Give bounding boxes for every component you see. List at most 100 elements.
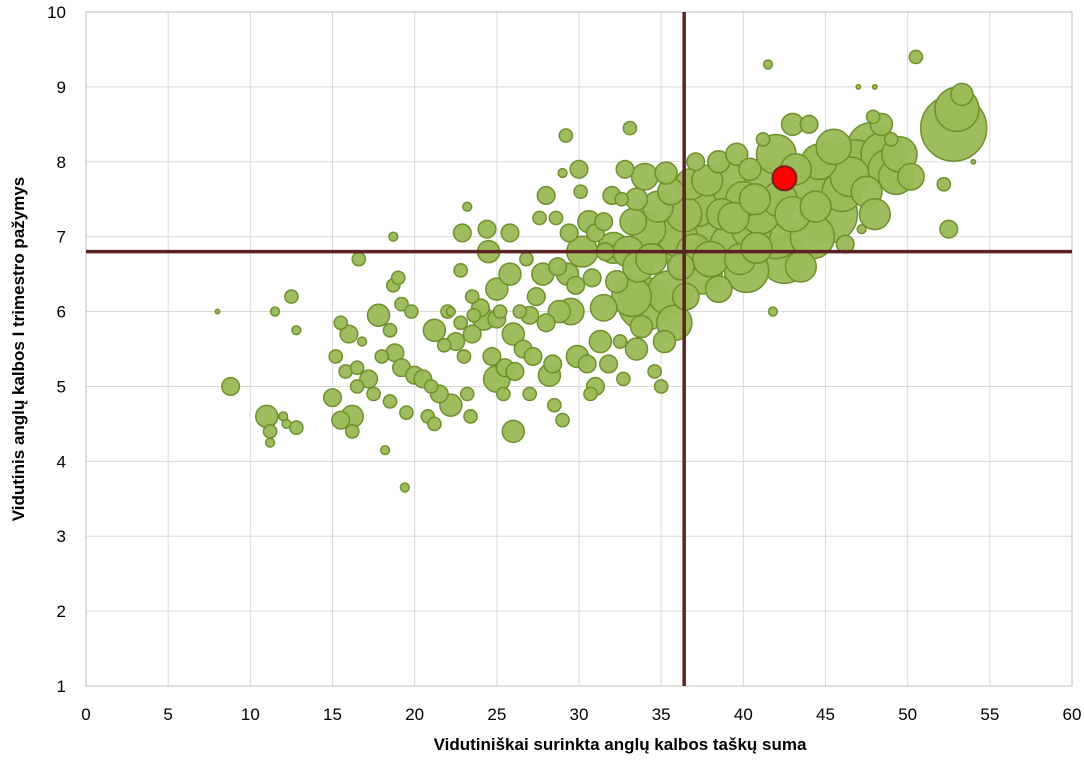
bubble	[374, 349, 390, 364]
bubble	[519, 251, 534, 267]
x-tick-label: 30	[570, 705, 589, 724]
bubble	[501, 322, 526, 346]
bubble	[799, 190, 832, 223]
bubble	[379, 444, 391, 456]
bubble	[382, 394, 398, 409]
y-tick-label: 2	[57, 602, 66, 621]
bubble	[666, 252, 695, 281]
bubble	[577, 354, 597, 374]
bubble	[498, 262, 522, 286]
bubble	[344, 424, 360, 439]
bubble	[445, 306, 456, 317]
bubble	[738, 183, 771, 216]
y-tick-label: 9	[57, 78, 66, 97]
bubble	[512, 304, 528, 319]
bubble	[939, 219, 959, 239]
bubble	[615, 159, 635, 179]
bubble	[456, 349, 472, 364]
bubble	[582, 268, 602, 288]
bubble	[366, 386, 381, 402]
bubble	[399, 482, 410, 493]
x-tick-label: 35	[652, 705, 671, 724]
x-tick-label: 60	[1063, 705, 1082, 724]
bubble	[427, 416, 442, 432]
bubble	[463, 409, 478, 424]
x-tick-label: 50	[898, 705, 917, 724]
bubble	[453, 263, 469, 278]
bubble	[612, 334, 628, 349]
bubble	[599, 354, 619, 374]
bubble	[692, 240, 729, 278]
bubble	[755, 131, 771, 147]
bubble	[477, 219, 497, 239]
bubble	[522, 386, 538, 402]
bubble	[897, 162, 925, 191]
bubble	[322, 388, 343, 408]
bubble	[482, 346, 502, 367]
bubble	[704, 275, 733, 304]
bubble	[548, 210, 564, 226]
bubble	[349, 360, 365, 376]
bubble-series	[214, 49, 988, 493]
bubble	[569, 159, 589, 179]
bubble	[647, 364, 662, 379]
bubble	[333, 315, 349, 331]
bubble	[936, 176, 952, 192]
bubble	[856, 224, 867, 235]
x-tick-label: 20	[405, 705, 424, 724]
bubble	[883, 131, 899, 147]
bubble	[908, 49, 924, 65]
bubble	[399, 405, 414, 421]
x-tick-label: 15	[323, 705, 342, 724]
bubble	[532, 210, 547, 226]
bubble	[214, 308, 221, 315]
bubble	[500, 223, 520, 243]
x-tick-label: 10	[241, 705, 260, 724]
bubble	[452, 223, 472, 243]
bubble	[339, 324, 359, 344]
bubble	[614, 191, 630, 207]
y-tick-label: 5	[57, 377, 66, 396]
y-tick-label: 7	[57, 228, 66, 247]
plot-area	[85, 11, 1073, 687]
bubble	[619, 207, 648, 236]
highlighted-point	[771, 165, 798, 192]
bubble	[738, 157, 762, 182]
bubble	[466, 307, 482, 323]
bubble	[462, 201, 473, 212]
bubble	[390, 270, 406, 286]
highlighted-bubble	[771, 165, 798, 192]
x-tick-label: 45	[816, 705, 835, 724]
bubble	[423, 379, 439, 394]
bubble	[523, 346, 543, 367]
bubble	[858, 198, 891, 231]
bubble	[526, 287, 546, 307]
bubble	[453, 315, 469, 331]
bubble	[366, 303, 391, 328]
bubble	[654, 161, 678, 185]
bubble	[548, 257, 568, 277]
bubble	[485, 277, 509, 301]
bubble	[970, 158, 977, 165]
bubble	[950, 82, 974, 107]
y-tick-label: 4	[57, 452, 66, 471]
bubble	[605, 269, 629, 294]
bubble	[288, 420, 304, 435]
bubble	[629, 314, 654, 339]
bubble	[291, 325, 302, 336]
bubble	[382, 322, 398, 338]
bubble	[717, 201, 750, 235]
bubble	[264, 437, 276, 448]
y-tick-label: 1	[57, 677, 66, 696]
reference-lines	[86, 12, 1072, 686]
bubble	[557, 167, 568, 179]
bubble	[547, 397, 562, 413]
bubble	[349, 379, 365, 394]
x-tick-label: 0	[81, 705, 90, 724]
bubble	[784, 250, 817, 283]
bubble	[558, 128, 574, 143]
bubble	[624, 337, 649, 361]
x-tick-label: 5	[163, 705, 172, 724]
bubble	[635, 242, 668, 276]
